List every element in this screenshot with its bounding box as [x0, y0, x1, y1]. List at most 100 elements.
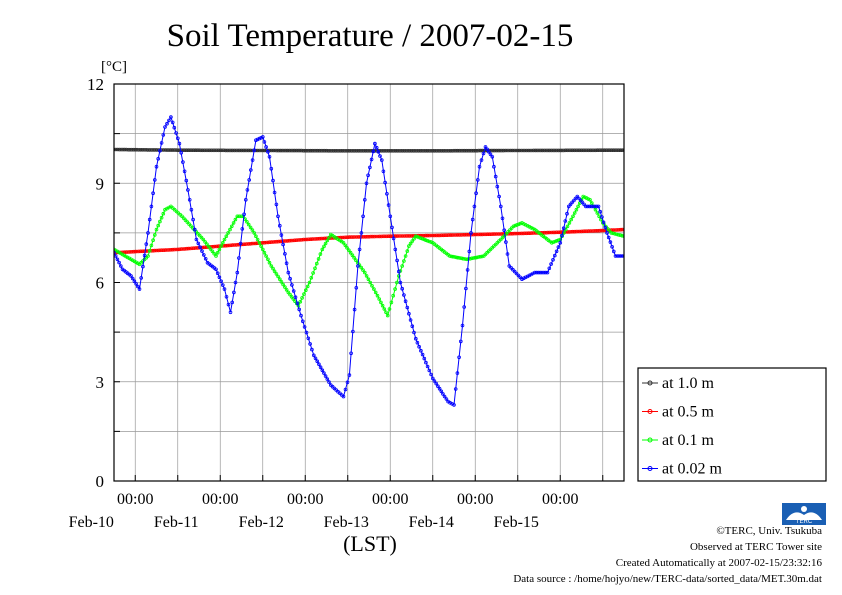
data-point — [376, 150, 381, 154]
data-point — [400, 264, 405, 268]
data-point — [233, 280, 238, 285]
legend-marker-at-1-0-m — [647, 380, 653, 386]
data-point — [492, 148, 497, 153]
data-point — [543, 270, 548, 275]
data-point — [278, 239, 283, 244]
data-point — [140, 148, 145, 152]
data-point — [711, 325, 714, 328]
data-point — [488, 152, 493, 157]
data-point — [379, 149, 384, 153]
data-point — [608, 240, 613, 244]
data-point — [319, 148, 324, 153]
data-point — [183, 148, 187, 153]
data-point — [248, 148, 253, 153]
data-point — [314, 237, 318, 241]
data-point — [473, 255, 478, 260]
data-point — [287, 238, 292, 243]
data-point — [489, 232, 494, 237]
data-point — [446, 149, 451, 153]
data-point — [545, 270, 550, 275]
data-point — [281, 282, 285, 287]
data-point — [609, 148, 614, 153]
legend-label-at-0-5-m: at 0.5 m — [662, 404, 715, 421]
data-point — [216, 148, 221, 153]
data-point — [176, 247, 180, 252]
data-point — [359, 265, 364, 270]
data-point — [491, 232, 495, 236]
data-point — [176, 148, 180, 153]
data-point — [315, 148, 320, 153]
data-point — [633, 244, 636, 247]
data-point — [429, 149, 433, 153]
data-source-text: Data source : /home/hojyo/new/TERC-data/… — [513, 573, 822, 585]
data-point — [335, 149, 339, 153]
data-point — [299, 313, 303, 318]
data-point — [223, 243, 228, 248]
data-point — [132, 279, 137, 284]
data-point — [508, 231, 513, 236]
data-point — [515, 231, 520, 236]
data-point — [537, 148, 541, 153]
data-point — [161, 211, 166, 216]
data-point — [611, 249, 616, 254]
data-point — [371, 149, 376, 154]
data-point — [458, 256, 462, 260]
y-tick-label: 0 — [96, 472, 105, 491]
data-point — [441, 149, 446, 153]
data-point — [509, 226, 514, 230]
data-point — [156, 157, 161, 161]
data-point — [269, 148, 274, 153]
data-point — [611, 228, 616, 232]
data-point — [389, 300, 394, 305]
data-point — [291, 297, 296, 301]
data-point — [244, 198, 248, 202]
data-point — [473, 232, 478, 237]
data-point — [415, 340, 420, 345]
data-point — [432, 379, 437, 383]
data-point — [682, 165, 685, 168]
data-point — [351, 235, 355, 239]
data-point — [183, 247, 187, 251]
data-point — [404, 149, 409, 153]
data-point — [273, 240, 277, 244]
data-point — [581, 194, 585, 199]
data-point — [245, 148, 249, 153]
data-point — [439, 149, 444, 153]
data-point — [475, 232, 479, 237]
data-point — [245, 242, 249, 246]
data-point — [558, 148, 563, 153]
data-point — [526, 148, 531, 153]
data-point — [119, 147, 123, 152]
data-point — [391, 149, 396, 153]
data-point — [701, 282, 704, 285]
data-point — [591, 204, 595, 209]
data-point — [291, 148, 295, 153]
data-point — [420, 352, 425, 357]
data-point — [508, 228, 512, 232]
data-point — [186, 246, 191, 251]
data-point — [427, 239, 432, 244]
data-point — [672, 112, 675, 115]
data-point — [576, 229, 580, 234]
data-point — [115, 257, 120, 262]
data-point — [452, 403, 456, 407]
data-point — [300, 296, 304, 300]
data-point — [370, 283, 374, 288]
data-point — [434, 381, 439, 386]
x-axis-label: (LST) — [343, 531, 397, 556]
data-point — [561, 226, 566, 231]
data-point — [366, 173, 370, 178]
data-point — [507, 148, 511, 153]
data-point — [322, 148, 327, 153]
data-point — [397, 149, 401, 153]
data-point — [306, 148, 311, 153]
data-point — [286, 270, 291, 275]
data-point — [145, 249, 150, 253]
data-point — [511, 267, 515, 272]
data-point — [286, 290, 291, 295]
data-point — [465, 268, 470, 272]
data-point — [289, 148, 293, 153]
data-point — [382, 307, 387, 311]
data-point — [254, 138, 258, 143]
